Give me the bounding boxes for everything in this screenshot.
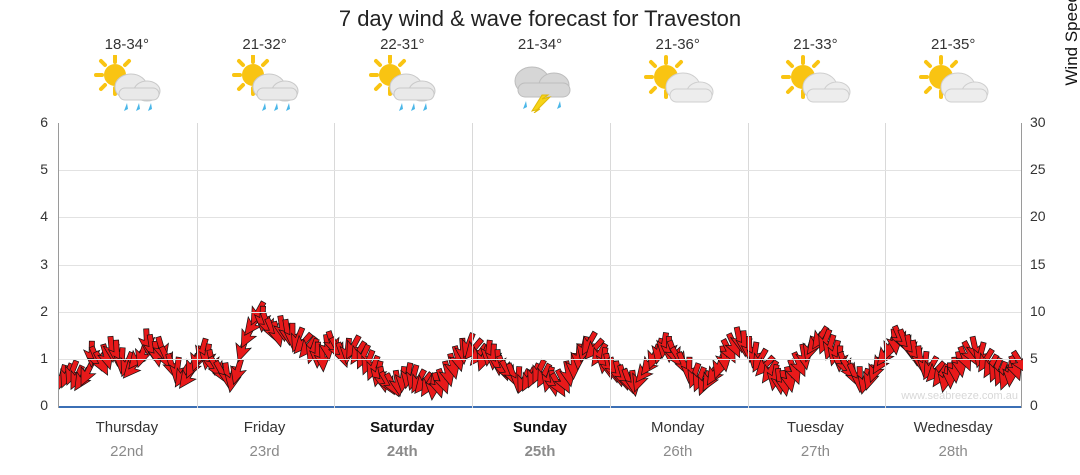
day-name-friday: Friday: [243, 419, 286, 436]
sun-cloud-rain-icon: [58, 55, 196, 113]
day-header-monday: 21-36°: [609, 36, 747, 113]
temperature-range: 21-33°: [793, 36, 838, 53]
temperature-range: 18-34°: [104, 36, 150, 53]
y-tick-left: 3: [40, 255, 48, 272]
day-header-sunday: 21-34°: [471, 36, 609, 113]
y-tick-left: 2: [40, 302, 48, 319]
vertical-gridline: [472, 123, 474, 408]
vertical-gridline: [609, 123, 611, 408]
page-title: 7 day wind & wave forecast for Traveston: [338, 6, 742, 31]
horizontal-gridline: [59, 264, 1021, 266]
day-name-saturday: Saturday: [370, 419, 435, 436]
y-tick-left: 6: [40, 114, 48, 130]
day-header-thursday: 18-34°: [58, 36, 196, 113]
sun-cloud-icon: [746, 55, 884, 113]
day-date-tuesday: 27th: [800, 443, 831, 460]
day-name-sunday: Sunday: [512, 419, 568, 436]
y-tick-right: 30: [1030, 114, 1046, 130]
y-axis-right-title: Wind Speed - Knots: [1062, 0, 1080, 86]
temperature-range: 21-35°: [930, 36, 976, 53]
day-header-saturday: 22-31°: [333, 36, 471, 113]
y-tick-right: 25: [1030, 161, 1046, 178]
horizontal-gridline: [59, 311, 1021, 313]
y-tick-right: 10: [1030, 302, 1046, 319]
temperature-range: 21-36°: [655, 36, 700, 53]
vertical-gridline: [747, 123, 749, 408]
day-name-tuesday: Tuesday: [786, 419, 844, 436]
y-tick-right: 15: [1030, 255, 1046, 272]
day-date-wednesday: 28th: [938, 443, 968, 460]
day-date-saturday: 24th: [386, 443, 418, 460]
horizontal-gridline: [59, 170, 1021, 172]
horizontal-gridline: [59, 217, 1021, 219]
day-name-thursday: Thursday: [95, 419, 159, 436]
sun-cloud-rain-icon: [196, 55, 334, 113]
x-axis-line: [59, 406, 1021, 408]
day-date-friday: 23rd: [249, 443, 280, 460]
sun-cloud-rain-icon: [333, 55, 471, 113]
y-tick-left: 1: [40, 349, 48, 366]
temperature-range: 21-34°: [517, 36, 563, 53]
wind-arrow-series: [59, 300, 1023, 401]
day-name-monday: Monday: [651, 419, 705, 436]
sun-cloud-icon: [609, 55, 747, 113]
vertical-gridline: [885, 123, 887, 408]
day-header-wednesday: 21-35°: [884, 36, 1022, 113]
y-tick-right: 5: [1030, 349, 1038, 366]
chart-plot-area: [58, 123, 1023, 408]
vertical-gridline: [196, 123, 198, 408]
watermark: www.seabreeze.com.au: [901, 390, 1018, 402]
temperature-range: 22-31°: [380, 36, 425, 53]
day-date-monday: 26th: [663, 443, 693, 460]
sun-cloud-icon: [884, 55, 1022, 113]
day-header-tuesday: 21-33°: [746, 36, 884, 113]
day-date-sunday: 25th: [524, 443, 556, 460]
horizontal-gridline: [59, 358, 1021, 360]
temperature-range: 21-32°: [242, 36, 287, 53]
y-tick-left: 0: [40, 397, 48, 413]
day-date-thursday: 22nd: [110, 443, 144, 460]
day-header-friday: 21-32°: [196, 36, 334, 113]
y-tick-right: 0: [1030, 397, 1038, 413]
vertical-gridline: [334, 123, 336, 408]
y-tick-right: 20: [1030, 208, 1046, 225]
day-name-wednesday: Wednesday: [913, 419, 993, 436]
y-tick-left: 4: [40, 208, 48, 225]
y-tick-left: 5: [40, 161, 48, 178]
cloud-storm-icon: [471, 55, 609, 113]
